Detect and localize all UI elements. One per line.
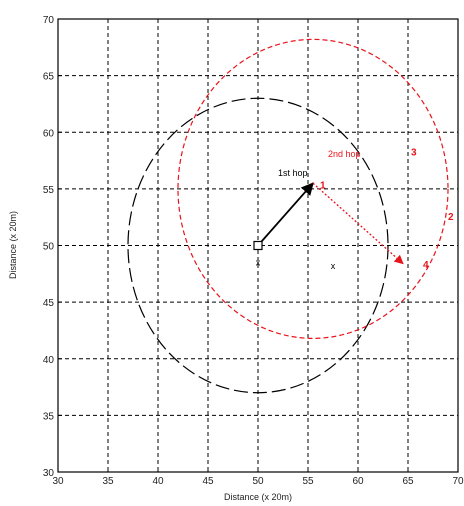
x-axis-title: Distance (x 20m) xyxy=(224,492,292,502)
y-tick-label: 50 xyxy=(43,242,55,253)
x-tick-label: 35 xyxy=(102,476,114,487)
plot-marks: x x 1st hop 2nd hop 1 2 3 4 xyxy=(127,38,454,394)
x-tick-label: 30 xyxy=(52,476,64,487)
second-hop-arrow xyxy=(312,182,404,265)
first-hop-range-circle xyxy=(127,97,389,394)
y-tick-label: 70 xyxy=(43,15,55,26)
source-node-square xyxy=(253,240,263,251)
node-number-label: 2 xyxy=(448,212,454,223)
x-tick-label: 55 xyxy=(302,476,314,487)
x-marker: x xyxy=(331,261,336,271)
node-number-label: 1 xyxy=(320,180,326,191)
plot-frame xyxy=(57,18,459,473)
y-tick-label: 40 xyxy=(43,355,55,366)
x-tick-label: 70 xyxy=(452,476,464,487)
x-tick-label: 50 xyxy=(252,476,264,487)
x-tick-label: 65 xyxy=(402,476,414,487)
y-tick-label: 45 xyxy=(43,298,55,309)
y-tick-label: 35 xyxy=(43,411,55,422)
x-tick-label: 40 xyxy=(152,476,164,487)
second-hop-range-circle xyxy=(177,38,449,339)
node-number-label: 3 xyxy=(411,148,417,159)
first-hop-arrow xyxy=(257,182,314,247)
y-tick-label: 60 xyxy=(43,128,55,139)
y-tick-label: 65 xyxy=(43,72,55,83)
node-number-label: 4 xyxy=(423,260,429,271)
x-tick-label: 60 xyxy=(352,476,364,487)
y-tick-label: 55 xyxy=(43,185,55,196)
x-tick-label: 45 xyxy=(202,476,214,487)
y-axis-title: Distance (x 20m) xyxy=(8,211,18,279)
hop-label: 1st hop xyxy=(278,168,308,178)
y-tick-label: 30 xyxy=(43,468,55,479)
hop-label: 2nd hop xyxy=(328,149,361,159)
x-marker: x xyxy=(256,257,261,267)
